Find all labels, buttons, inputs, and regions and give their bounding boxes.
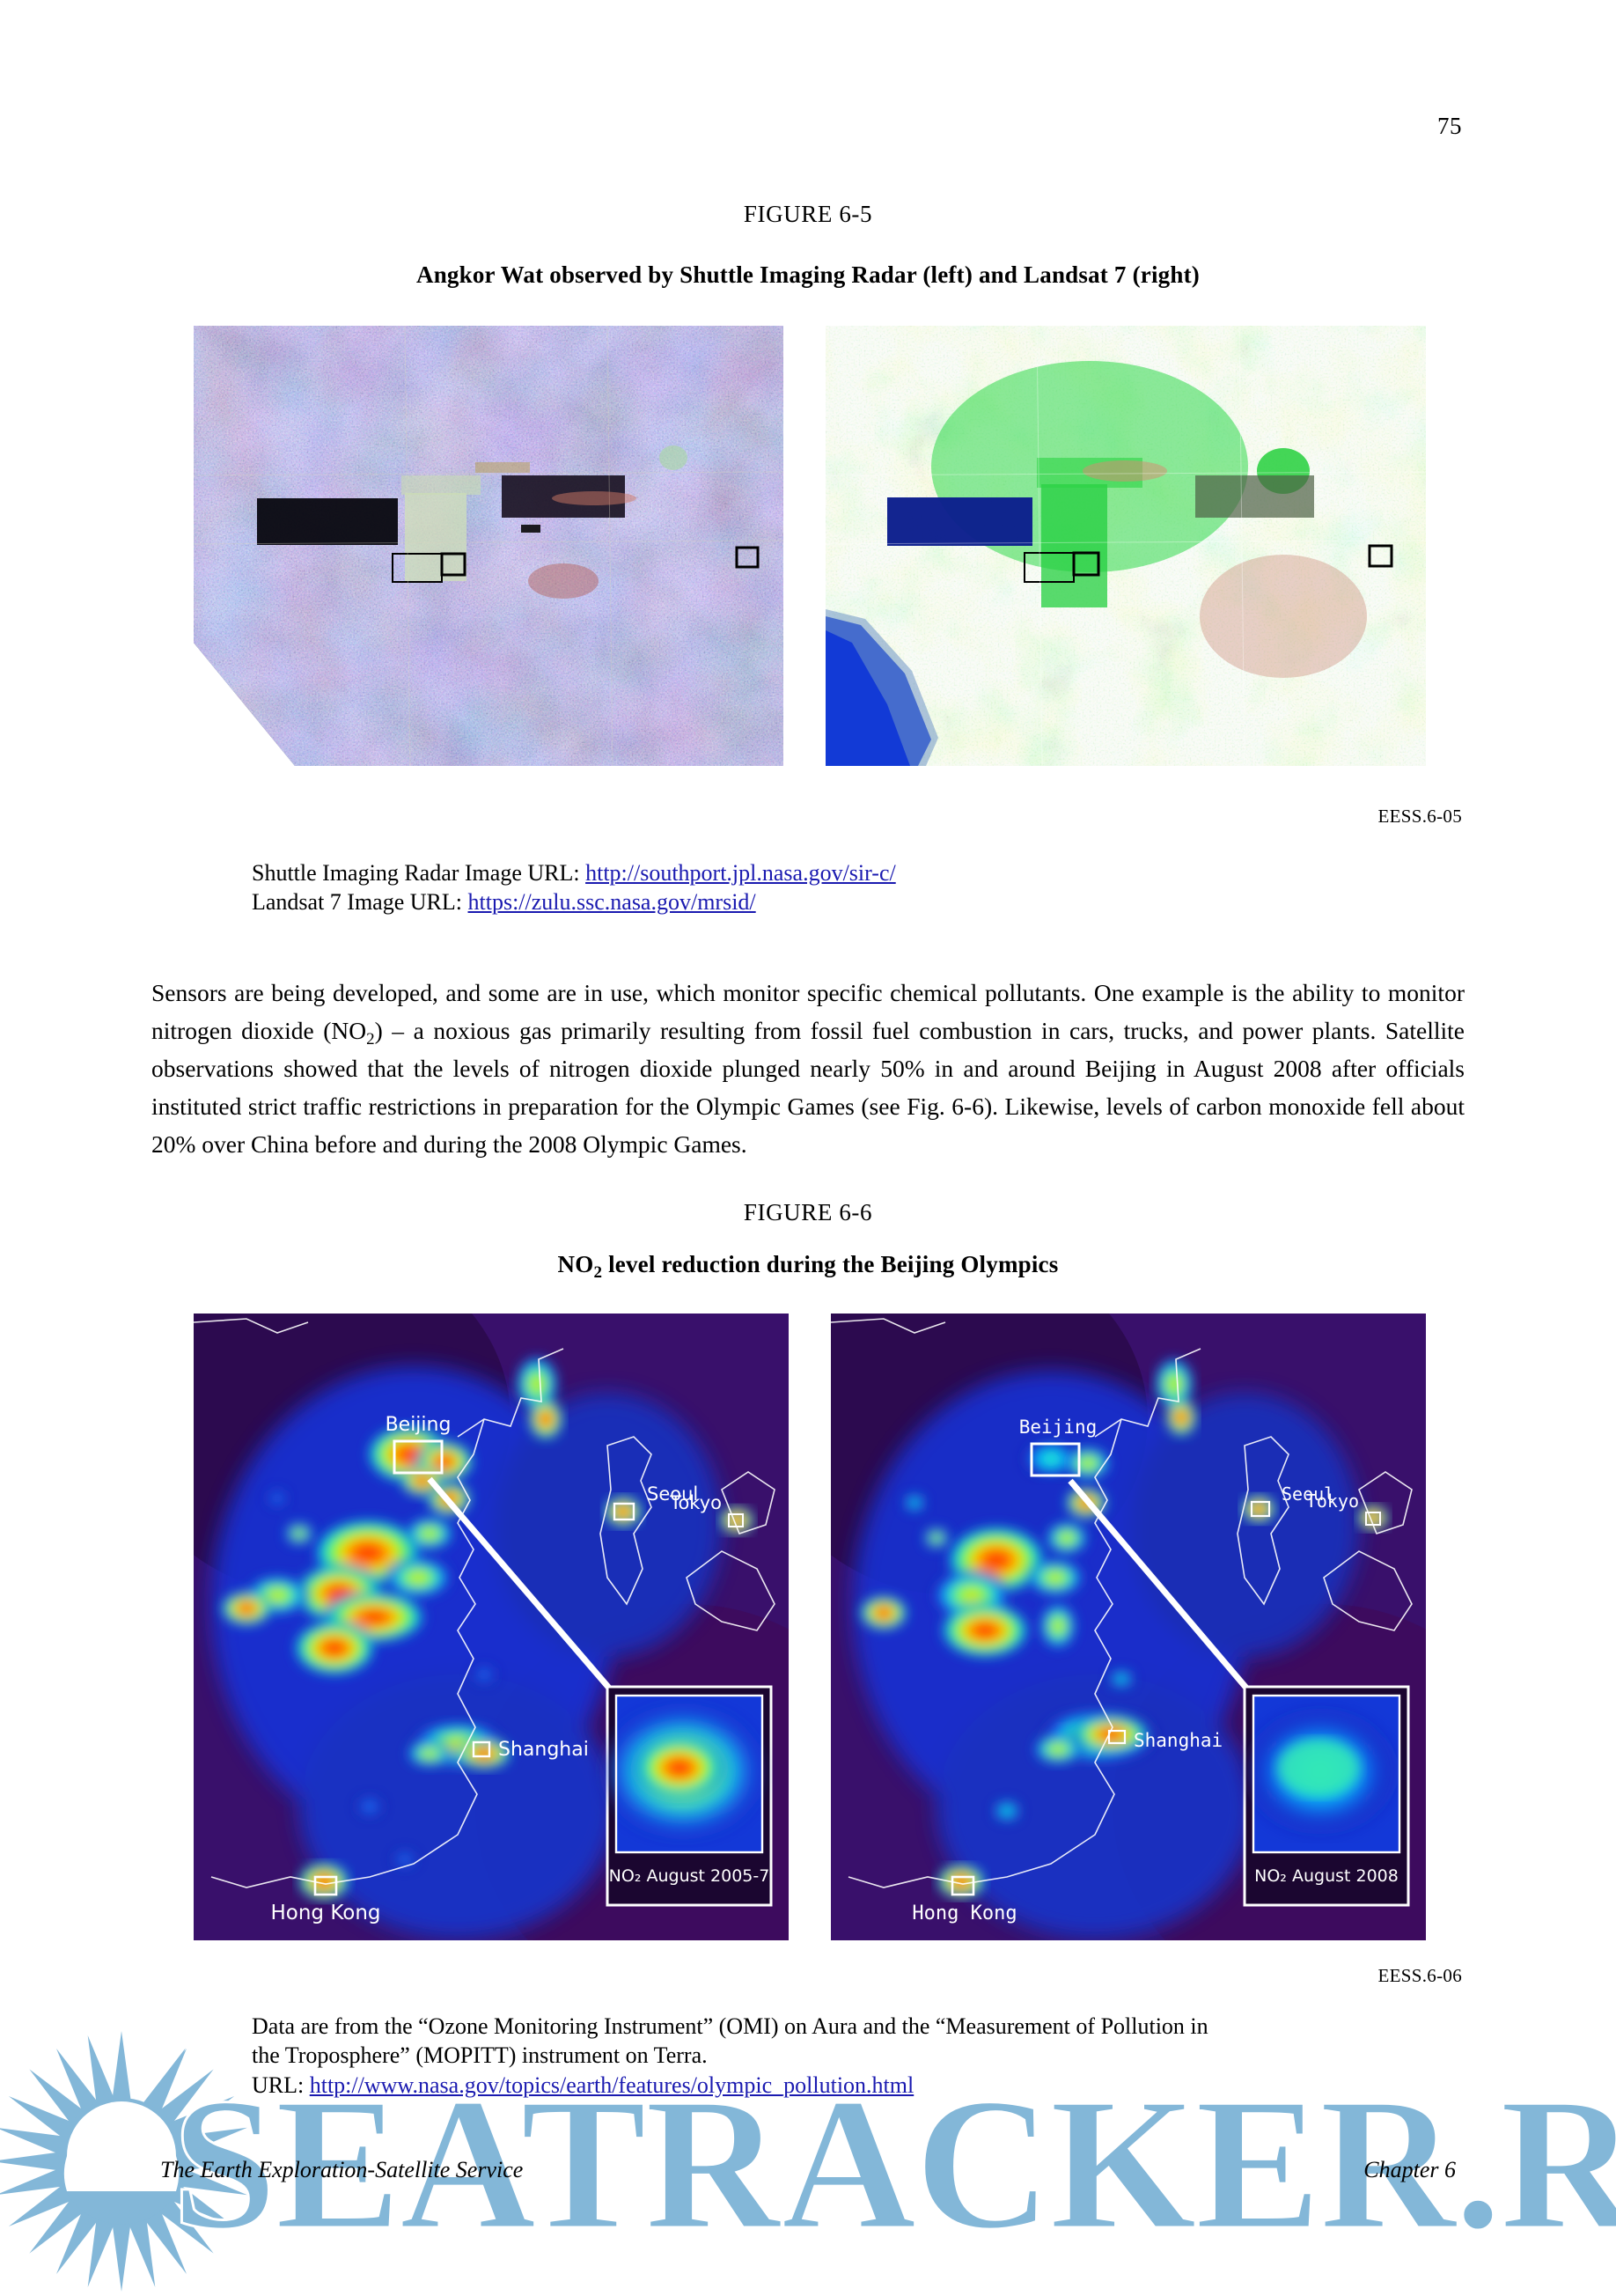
figure-66-caption-line2: the Troposphere” (MOPITT) instrument on … (252, 2042, 708, 2069)
page-number: 75 (1437, 113, 1462, 139)
city-label-tokyo: Tokyo (669, 1492, 722, 1513)
landsat-url-prefix: Landsat 7 Image URL: (252, 889, 468, 916)
figure-66-caption: Data are from the “Ozone Monitoring Inst… (252, 2012, 1414, 2100)
inset-label-2008: NO₂ August 2008 (1254, 1866, 1399, 1886)
city-label-shanghai: Shanghai (1134, 1730, 1223, 1751)
landsat-url-line: Landsat 7 Image URL: https://zulu.ssc.na… (252, 887, 1396, 916)
figure-66-title-part2: level reduction during the Beijing Olymp… (602, 1251, 1059, 1277)
inset-2005-2007: NO₂ August 2005-7 (604, 1685, 773, 1907)
body-text-subscript: 2 (366, 1029, 375, 1049)
figure-66-label: FIGURE 6-6 (743, 1199, 873, 1225)
figure-65-caption: Shuttle Imaging Radar Image URL: http://… (252, 858, 1396, 917)
figure-65-source-code: EESS.6-05 (1377, 806, 1462, 827)
figure-66-caption-line1: Data are from the “Ozone Monitoring Inst… (252, 2013, 1208, 2039)
figure-66-title: NO2 level reduction during the Beijing O… (0, 1251, 1616, 1282)
inset-label-2005-2007: NO₂ August 2005-7 (609, 1866, 770, 1886)
figure-66-source-code: EESS.6-06 (1377, 1965, 1462, 1986)
shuttle-imaging-radar-image (194, 326, 783, 766)
figure-66-caption-url-line: URL: http://www.nasa.gov/topics/earth/fe… (252, 2071, 1414, 2100)
page-footer: The Earth Exploration-Satellite Service … (0, 2157, 1616, 2192)
body-text-part1: Sensors are being developed, and some ar… (151, 978, 1465, 1044)
figure-66-images: Beijing Seoul Tokyo Shanghai Hong Kong (194, 1314, 1426, 1940)
figure-66-title-sub: 2 (593, 1263, 603, 1282)
no2-map-2008: Beijing Seoul Tokyo Shanghai Hong Kong (831, 1314, 1426, 1940)
city-label-seoul: Seoul (647, 1483, 698, 1505)
city-label-hong-kong: Hong Kong (270, 1902, 380, 1924)
city-label-seoul: Seoul (1282, 1483, 1334, 1505)
sir-url-link[interactable]: http://southport.jpl.nasa.gov/sir-c/ (585, 860, 896, 886)
figure-66-url-prefix: URL: (252, 2072, 310, 2098)
city-label-beijing: Beijing (386, 1414, 452, 1436)
figure-65-title: Angkor Wat observed by Shuttle Imaging R… (416, 261, 1200, 288)
inset-2008: NO₂ August 2008 (1243, 1685, 1410, 1907)
sir-url-line: Shuttle Imaging Radar Image URL: http://… (252, 858, 1396, 887)
city-label-shanghai: Shanghai (498, 1739, 589, 1761)
body-paragraph: Sensors are being developed, and some ar… (151, 974, 1465, 1164)
city-label-tokyo: Tokyo (1306, 1490, 1359, 1512)
figure-66-url-link[interactable]: http://www.nasa.gov/topics/earth/feature… (309, 2072, 915, 2098)
figure-65-label: FIGURE 6-5 (743, 201, 873, 227)
city-label-beijing: Beijing (1019, 1417, 1098, 1438)
figure-65-images (194, 326, 1426, 766)
city-label-hong-kong: Hong Kong (912, 1902, 1017, 1924)
figure-66-title-part1: NO (557, 1251, 594, 1277)
landsat-url-link[interactable]: https://zulu.ssc.nasa.gov/mrsid/ (467, 889, 756, 916)
sir-url-prefix: Shuttle Imaging Radar Image URL: (252, 860, 586, 886)
footer-right-text: Chapter 6 (1363, 2157, 1456, 2182)
landsat-7-image (826, 326, 1426, 766)
footer-left-text: The Earth Exploration-Satellite Service (160, 2157, 524, 2182)
body-text-part2: ) – a noxious gas primarily resulting fr… (151, 1016, 1465, 1159)
no2-map-2005-2007: Beijing Seoul Tokyo Shanghai Hong Kong (194, 1314, 789, 1940)
